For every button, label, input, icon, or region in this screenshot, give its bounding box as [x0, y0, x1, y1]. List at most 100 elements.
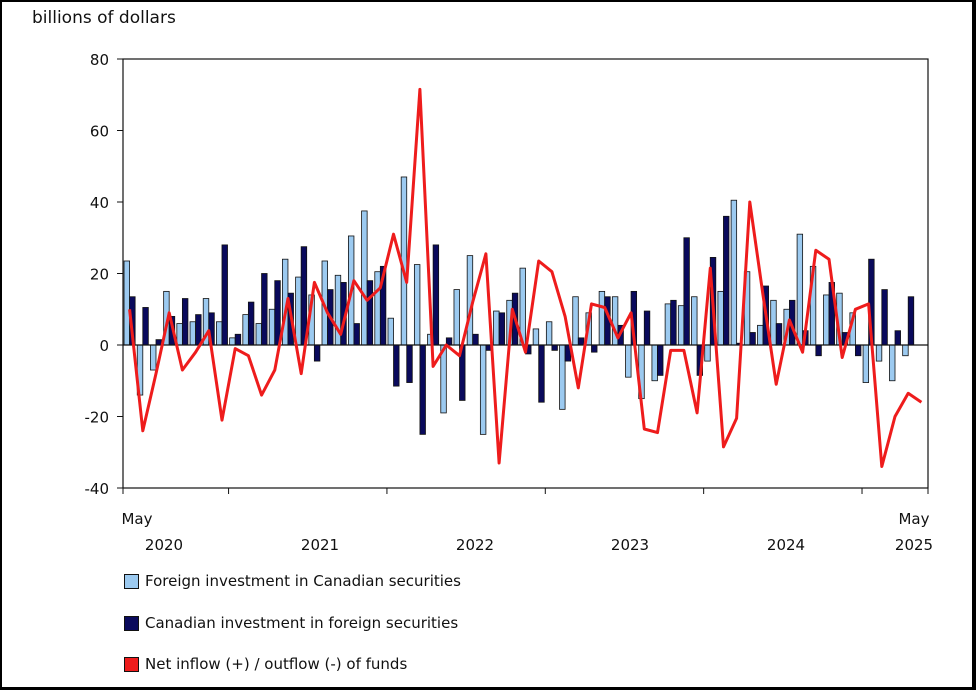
- bar-foreign: [730, 199, 738, 346]
- bar-foreign: [123, 260, 130, 346]
- x-year-label: 2021: [301, 536, 339, 554]
- legend-swatch-foreign: [124, 573, 139, 589]
- chart-svg: 80 60 40 20 0 -20 -40 May May 2020 2021 2022 2023 202…: [85, 51, 934, 554]
- bar-canadian: [683, 237, 690, 346]
- bar-foreign: [572, 296, 579, 346]
- bar-canadian: [155, 339, 162, 346]
- bar-foreign: [651, 344, 658, 382]
- y-tick-label: 40: [90, 194, 109, 212]
- bar-foreign: [875, 344, 883, 362]
- bar-canadian: [274, 280, 281, 346]
- bar-foreign: [176, 323, 183, 346]
- bar-foreign: [862, 344, 870, 383]
- bar-foreign: [413, 264, 421, 346]
- bar-canadian: [775, 323, 783, 346]
- bar-canadian: [353, 323, 360, 346]
- y-axis-unit-label: billions of dollars: [32, 8, 176, 28]
- bar-canadian: [815, 344, 822, 357]
- bar-foreign: [255, 323, 262, 346]
- bar-foreign: [453, 289, 460, 346]
- bar-canadian: [723, 215, 730, 346]
- bar-foreign: [216, 321, 223, 346]
- x-year-label: 2024: [767, 536, 805, 554]
- bar-canadian: [894, 330, 901, 346]
- bar-foreign: [664, 303, 672, 346]
- bar-foreign: [268, 308, 276, 346]
- x-start-month-label: May: [121, 510, 152, 528]
- bar-foreign: [479, 344, 487, 435]
- bar-canadian: [472, 333, 479, 346]
- y-tick-label: 60: [90, 123, 109, 141]
- legend-label-canadian: Canadian investment in foreign securitie…: [145, 614, 459, 632]
- x-year-label: 2023: [611, 536, 649, 554]
- bar-canadian: [393, 344, 400, 387]
- bar-foreign: [493, 310, 500, 346]
- legend-item-foreign: Foreign investment in Canadian securitie…: [124, 572, 461, 590]
- bar-canadian: [221, 244, 228, 346]
- legend-label-net: Net inflow (+) / outflow (-) of funds: [145, 655, 408, 673]
- bar-canadian: [577, 337, 585, 346]
- bar-canadian: [261, 273, 268, 346]
- bar-canadian: [142, 307, 149, 346]
- legend-label-foreign: Foreign investment in Canadian securitie…: [145, 572, 461, 590]
- bar-canadian: [498, 312, 506, 346]
- bar-foreign: [598, 290, 606, 346]
- y-tick-label: -20: [85, 409, 110, 427]
- bar-canadian: [749, 332, 756, 346]
- bar-foreign: [889, 344, 896, 382]
- bar-canadian: [406, 344, 413, 383]
- bar-canadian: [366, 280, 374, 346]
- bar-foreign: [757, 324, 764, 346]
- bar-canadian: [234, 333, 242, 346]
- bar-foreign: [387, 317, 394, 346]
- bar-canadian: [419, 344, 426, 435]
- bar-canadian: [247, 301, 255, 346]
- legend-item-canadian: Canadian investment in foreign securitie…: [124, 614, 458, 632]
- bar-canadian: [670, 299, 677, 346]
- x-end-month-label: May: [898, 510, 929, 528]
- y-tick-label: -40: [85, 480, 110, 498]
- bar-foreign: [704, 344, 711, 362]
- bar-foreign: [717, 290, 724, 346]
- bar-canadian: [657, 344, 664, 376]
- bar-canadian: [643, 310, 651, 346]
- x-year-label: 2022: [456, 536, 494, 554]
- bar-canadian: [907, 296, 915, 346]
- bar-canadian: [432, 244, 440, 346]
- bar-foreign: [902, 344, 909, 357]
- bar-foreign: [545, 321, 553, 346]
- bar-foreign: [361, 210, 368, 346]
- bar-foreign: [796, 233, 804, 346]
- x-year-label: 2020: [145, 536, 183, 554]
- legend-swatch-canadian: [124, 615, 139, 631]
- bar-canadian: [881, 289, 888, 346]
- plot-area-border: [122, 58, 929, 489]
- net-flow-line: [128, 87, 923, 468]
- x-year-label: 2025: [895, 536, 933, 554]
- bar-foreign: [677, 305, 685, 346]
- y-tick-label: 0: [99, 337, 109, 355]
- bar-foreign: [295, 276, 302, 346]
- bar-canadian: [300, 246, 308, 346]
- bar-foreign: [532, 328, 540, 346]
- bar-canadian: [313, 344, 321, 362]
- bar-foreign: [823, 294, 830, 346]
- bar-foreign: [559, 344, 566, 410]
- bar-canadian: [551, 344, 558, 351]
- bar-canadian: [855, 344, 862, 357]
- legend-swatch-net: [124, 656, 139, 672]
- bar-foreign: [229, 337, 236, 346]
- y-tick-label: 20: [90, 266, 109, 284]
- bar-canadian: [538, 344, 545, 403]
- bar-foreign: [374, 271, 381, 346]
- bar-foreign: [150, 344, 157, 371]
- bar-canadian: [181, 298, 189, 346]
- bar-foreign: [242, 314, 249, 346]
- bar-foreign: [691, 296, 698, 346]
- bar-canadian: [195, 314, 202, 346]
- bar-foreign: [770, 299, 777, 346]
- bar-foreign: [625, 344, 632, 378]
- y-tick-label: 80: [90, 51, 109, 69]
- legend-item-net: Net inflow (+) / outflow (-) of funds: [124, 655, 407, 673]
